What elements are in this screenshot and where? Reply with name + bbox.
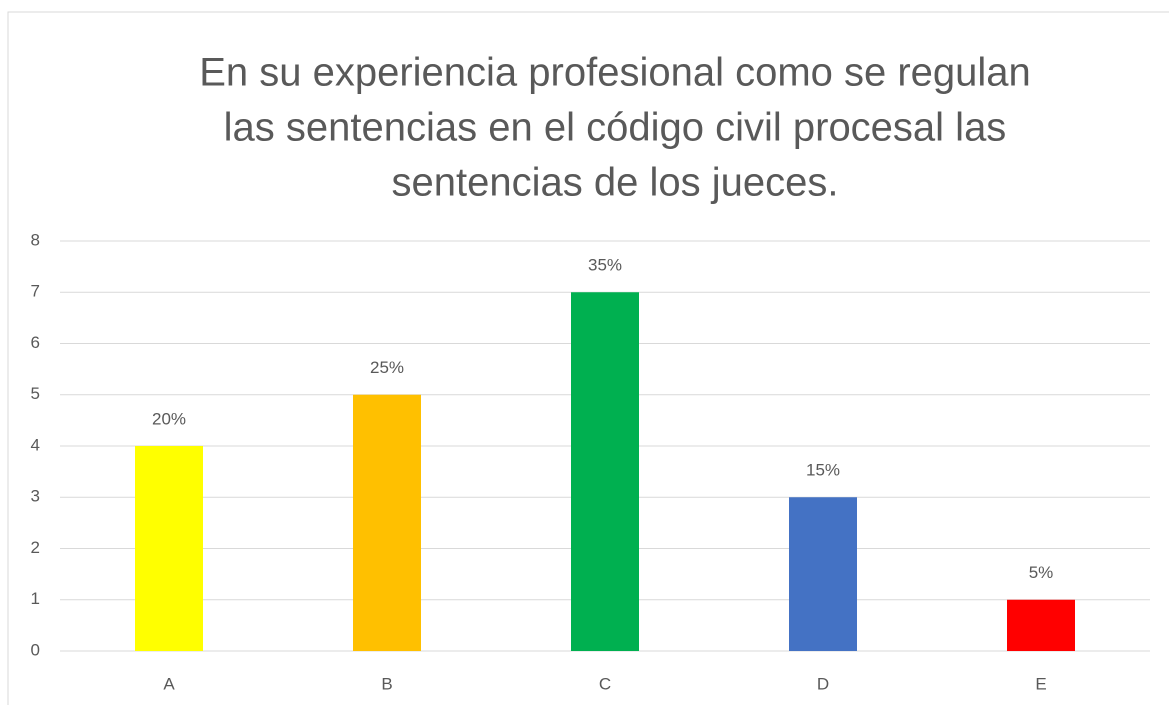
- y-tick-label: 2: [31, 538, 40, 557]
- y-tick-label: 4: [31, 435, 40, 454]
- x-tick-label: D: [817, 674, 829, 693]
- x-tick-label: B: [381, 674, 392, 693]
- y-tick-label: 6: [31, 333, 40, 352]
- bar: [353, 394, 421, 651]
- x-tick-label: C: [599, 674, 611, 693]
- x-tick-label: A: [163, 674, 175, 693]
- y-tick-label: 8: [31, 230, 40, 249]
- bar: [1007, 599, 1075, 651]
- y-tick-label: 7: [31, 282, 40, 301]
- data-label: 35%: [588, 256, 622, 275]
- chart-title: las sentencias en el código civil proces…: [224, 106, 1007, 150]
- bar: [571, 292, 639, 651]
- chart-title: sentencias de los jueces.: [392, 161, 839, 205]
- bar: [135, 446, 203, 651]
- y-tick-label: 1: [31, 589, 40, 608]
- chart-title: En su experiencia profesional como se re…: [199, 51, 1031, 95]
- y-tick-label: 3: [31, 487, 40, 506]
- data-label: 25%: [370, 358, 404, 377]
- y-tick-label: 0: [31, 640, 40, 659]
- y-tick-label: 5: [31, 384, 40, 403]
- bar: [789, 497, 857, 651]
- chart-frame: [7, 11, 1169, 705]
- data-label: 15%: [806, 461, 840, 480]
- x-tick-label: E: [1035, 674, 1046, 693]
- data-label: 5%: [1029, 563, 1054, 582]
- data-label: 20%: [152, 409, 186, 428]
